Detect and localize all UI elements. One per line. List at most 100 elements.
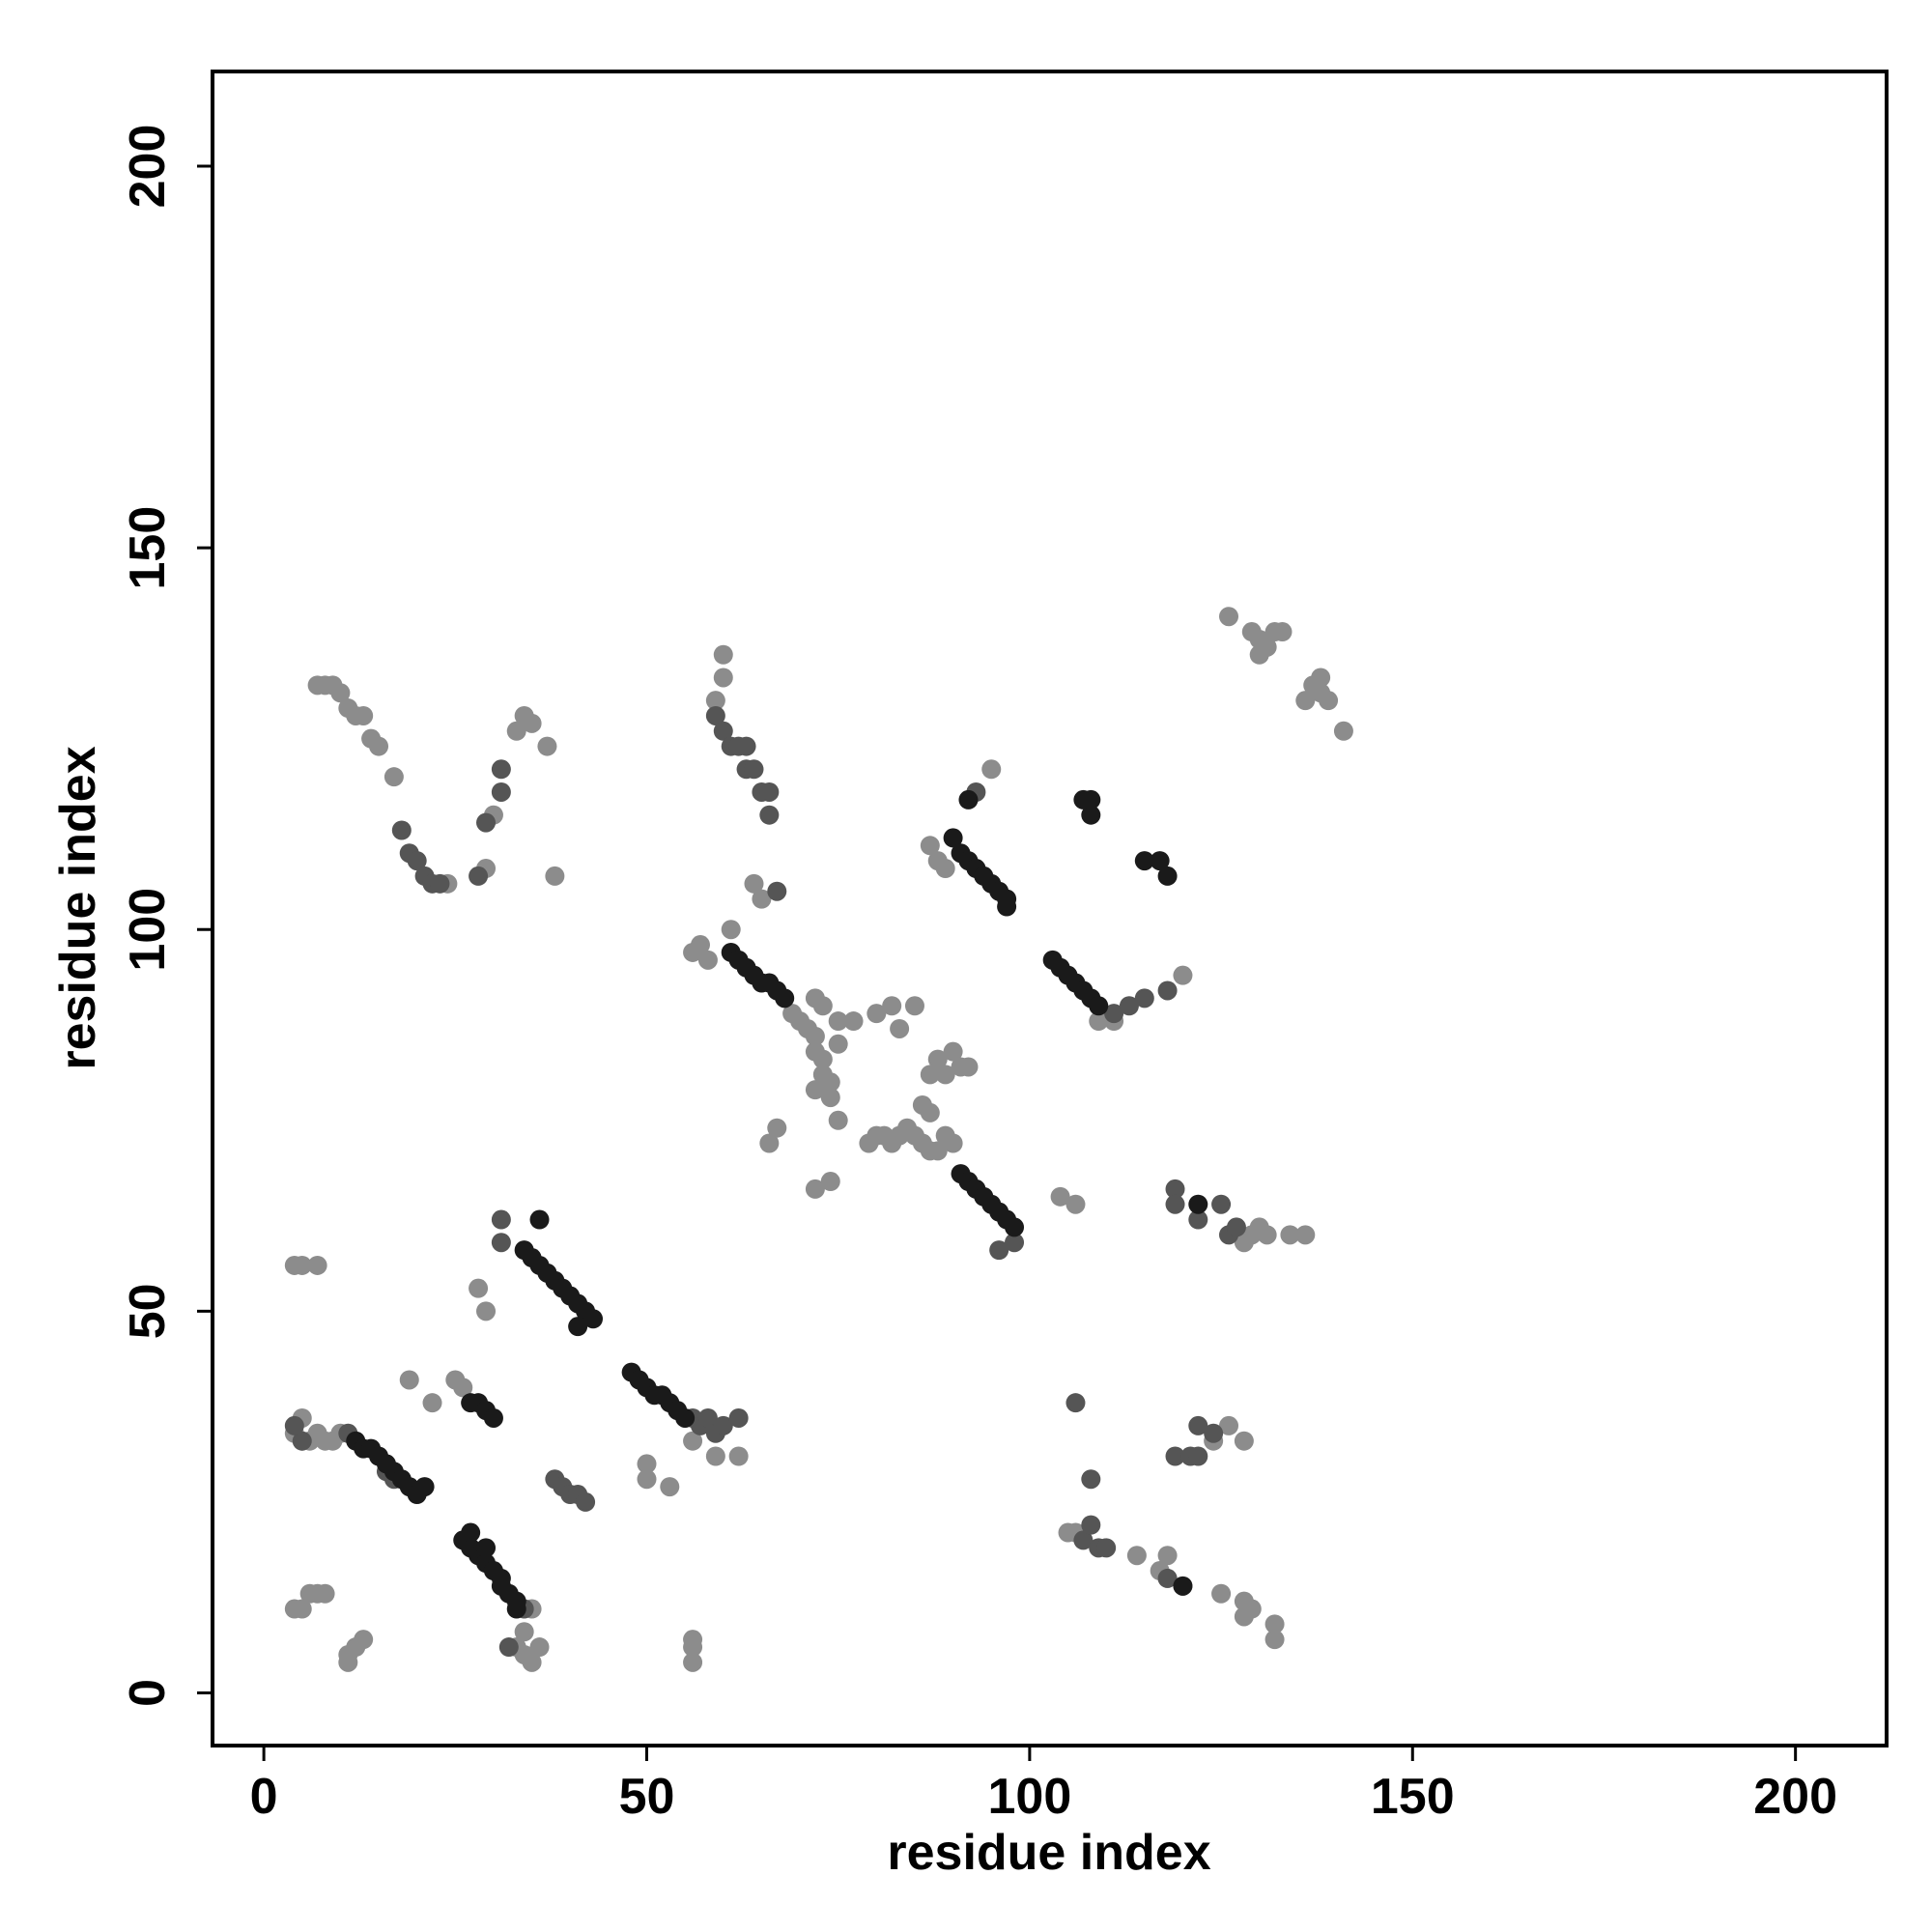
- point: [812, 1049, 833, 1069]
- point: [522, 1652, 542, 1672]
- point: [537, 736, 557, 756]
- point: [1204, 1423, 1224, 1443]
- point: [867, 1004, 887, 1024]
- point: [767, 881, 787, 901]
- point: [1050, 1186, 1070, 1207]
- y-tick-label: 150: [120, 506, 176, 590]
- point: [1005, 1217, 1025, 1237]
- point: [1188, 1415, 1208, 1435]
- point: [920, 1065, 940, 1085]
- point: [1096, 1538, 1117, 1558]
- point: [583, 1309, 604, 1329]
- point: [1073, 1530, 1094, 1550]
- point: [1188, 1194, 1208, 1214]
- point: [744, 759, 764, 780]
- point: [1272, 622, 1293, 642]
- point: [1165, 1179, 1185, 1199]
- point: [705, 705, 725, 725]
- point: [414, 1477, 435, 1497]
- point: [1081, 805, 1101, 825]
- point: [927, 1141, 948, 1161]
- point: [1211, 1583, 1232, 1604]
- point: [935, 859, 955, 879]
- point: [805, 1080, 825, 1100]
- point: [576, 1492, 596, 1512]
- y-axis-title: residue index: [50, 746, 106, 1069]
- point: [935, 1065, 955, 1085]
- point: [958, 789, 979, 810]
- point: [1089, 996, 1109, 1016]
- point: [1188, 1446, 1208, 1466]
- point: [315, 1583, 335, 1604]
- point: [469, 1278, 489, 1298]
- point: [1165, 1194, 1185, 1214]
- point: [354, 1630, 374, 1650]
- point: [391, 820, 412, 840]
- point: [1119, 996, 1139, 1016]
- point: [514, 1622, 534, 1642]
- point: [1295, 691, 1316, 711]
- point: [453, 1378, 473, 1398]
- point: [1295, 1225, 1316, 1245]
- point: [529, 1209, 550, 1230]
- point: [1173, 1576, 1193, 1596]
- x-axis-title: residue index: [887, 1825, 1210, 1881]
- point: [904, 996, 924, 1016]
- point: [422, 1393, 442, 1413]
- point: [330, 683, 351, 703]
- point: [498, 1637, 519, 1658]
- point: [683, 1652, 703, 1672]
- point: [728, 1446, 749, 1466]
- point: [1081, 789, 1101, 810]
- point: [637, 1454, 657, 1474]
- point: [1226, 1217, 1246, 1237]
- point: [491, 759, 511, 780]
- point: [568, 1317, 588, 1337]
- point: [958, 1057, 979, 1077]
- point: [1081, 1469, 1101, 1490]
- point: [430, 873, 450, 894]
- point: [981, 759, 1002, 780]
- point: [469, 866, 489, 886]
- point: [399, 1370, 419, 1390]
- point: [943, 1041, 963, 1062]
- point: [1157, 866, 1178, 886]
- point: [828, 1034, 848, 1054]
- y-tick-label: 100: [120, 888, 176, 972]
- point: [292, 1255, 312, 1275]
- point: [1188, 1209, 1208, 1230]
- point: [1089, 1011, 1109, 1032]
- point: [728, 1407, 749, 1428]
- y-tick-label: 200: [120, 125, 176, 209]
- point: [529, 1637, 550, 1658]
- point: [820, 1172, 840, 1192]
- point: [920, 836, 940, 856]
- point: [522, 713, 542, 733]
- point: [759, 805, 780, 825]
- point: [1319, 691, 1339, 711]
- point: [805, 988, 825, 1009]
- point: [820, 1072, 840, 1093]
- point: [697, 950, 718, 970]
- point: [675, 1407, 696, 1428]
- point: [752, 889, 772, 909]
- point: [1157, 1546, 1178, 1566]
- point: [461, 1522, 481, 1543]
- x-tick-label: 200: [1753, 1769, 1837, 1825]
- point: [736, 736, 756, 756]
- point: [721, 920, 741, 940]
- point: [1134, 988, 1154, 1009]
- point: [407, 851, 427, 871]
- point: [491, 1233, 511, 1253]
- point: [1081, 1515, 1101, 1535]
- point: [1219, 607, 1239, 627]
- point: [759, 1133, 780, 1153]
- point: [483, 1407, 503, 1428]
- point: [1333, 721, 1353, 741]
- point: [767, 1118, 787, 1138]
- point: [697, 1407, 718, 1428]
- point: [705, 1446, 725, 1466]
- point: [1157, 1568, 1178, 1588]
